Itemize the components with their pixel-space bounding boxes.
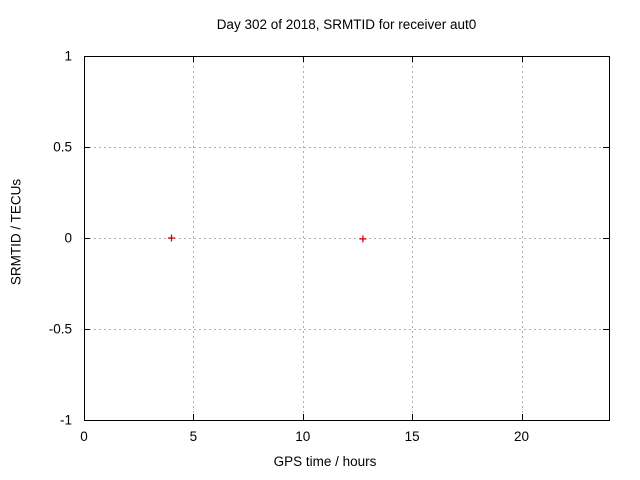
y-tick-label: -1 xyxy=(60,413,72,428)
y-tick-label: -0.5 xyxy=(49,322,72,337)
x-axis-label: GPS time / hours xyxy=(273,454,377,469)
x-tick-label: 20 xyxy=(514,429,529,444)
x-tick-label: 15 xyxy=(405,429,420,444)
chart-title: Day 302 of 2018, SRMTID for receiver aut… xyxy=(216,17,477,32)
x-tick-label: 5 xyxy=(190,429,198,444)
x-tick-label: 10 xyxy=(295,429,310,444)
y-tick-label: 0 xyxy=(64,231,72,246)
x-tick-label: 0 xyxy=(80,429,88,444)
y-tick-label: 0.5 xyxy=(53,140,72,155)
y-tick-label: 1 xyxy=(64,49,72,64)
